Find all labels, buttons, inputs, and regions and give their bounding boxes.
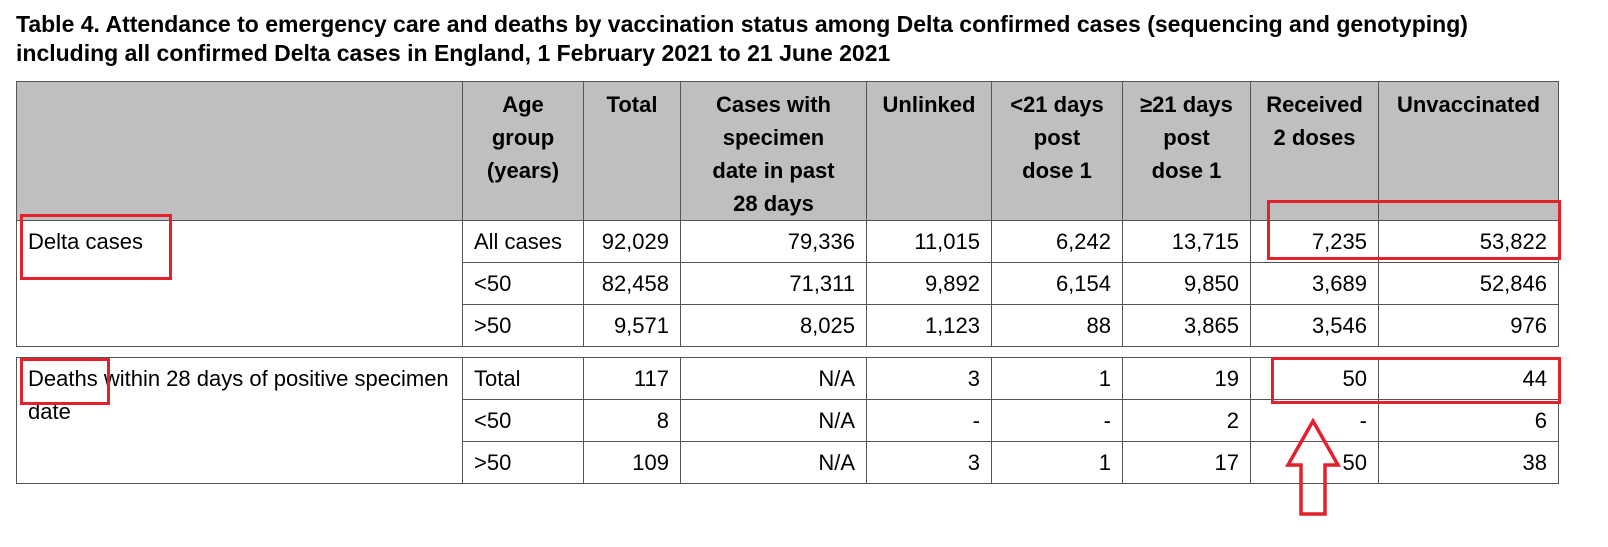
table-row: <50 82,458 71,311 9,892 6,154 9,850 3,689 52,84…	[17, 262, 1559, 305]
up-arrow-icon	[1285, 418, 1341, 516]
table-cell: 17	[1122, 441, 1251, 484]
table-cell: 82,458	[583, 262, 681, 305]
table-cell: 1	[991, 357, 1123, 400]
table-cell: 79,336	[680, 220, 867, 263]
section-label: Delta cases	[16, 220, 463, 347]
table-cell: 6,154	[991, 262, 1123, 305]
table-cell: N/A	[680, 399, 867, 442]
table-cell: 9,571	[583, 304, 681, 347]
age-group-cell: All cases	[462, 220, 584, 263]
table-cell: 1	[991, 441, 1123, 484]
table-row: <50 8 N/A - -2-6	[17, 399, 1559, 442]
table-cell: 9,892	[866, 262, 992, 305]
table-cell: -	[991, 399, 1123, 442]
header-received2: Received 2 doses	[1250, 81, 1379, 221]
table-cell: 3	[866, 441, 992, 484]
table-cell: 3,865	[1122, 304, 1251, 347]
table-cell: 976	[1378, 304, 1559, 347]
table-cell: 13,715	[1122, 220, 1251, 263]
table-cell: 2	[1122, 399, 1251, 442]
age-group-cell: >50	[462, 304, 584, 347]
header-unlinked: Unlinked	[866, 81, 992, 221]
table-cell: 71,311	[680, 262, 867, 305]
table-cell: N/A	[680, 357, 867, 400]
age-group-cell: <50	[462, 262, 584, 305]
header-total: Total	[583, 81, 681, 221]
table-cell: 7,235	[1250, 220, 1379, 263]
table-cell: 92,029	[583, 220, 681, 263]
table-cell: 6	[1378, 399, 1559, 442]
table-cell: 6,242	[991, 220, 1123, 263]
table-cell: 117	[583, 357, 681, 400]
table-cell: 52,846	[1378, 262, 1559, 305]
table-row: >50 109 N/A 3 1 17 50 38	[17, 441, 1559, 484]
table-cell: 8,025	[680, 304, 867, 347]
age-group-cell: >50	[462, 441, 584, 484]
table-cell: 1,123	[866, 304, 992, 347]
table-cell: 3	[866, 357, 992, 400]
age-group-cell: <50	[462, 399, 584, 442]
table-row: Deaths within 28 days of positive specim…	[16, 357, 1559, 484]
highlight-delta-cases	[20, 214, 172, 280]
table-cell: 3,689	[1250, 262, 1379, 305]
header-cases-past-28: Cases with specimen date in past 28 days	[680, 81, 867, 221]
section-label: Deaths within 28 days of positive specim…	[16, 357, 463, 484]
highlight-delta-vaccinated-counts	[1267, 200, 1561, 260]
table-cell: 109	[583, 441, 681, 484]
table-cell: 9,850	[1122, 262, 1251, 305]
table-cell: 8	[583, 399, 681, 442]
header-ge21: ≥21 days post dose 1	[1122, 81, 1251, 221]
table-cell: 53,822	[1378, 220, 1559, 263]
table-cell: 88	[991, 304, 1123, 347]
header-row: Age group (years) Total Cases with specimen…	[16, 81, 1559, 221]
section-spacer	[16, 346, 1559, 358]
table-cell: 50	[1250, 441, 1379, 484]
data-table: Age group (years) Total Cases with specimen…	[16, 81, 1559, 484]
table-cell: 11,015	[866, 220, 992, 263]
table-row: Delta cases All cases 92,029 79,336 11,015 6,…	[16, 220, 1559, 347]
highlight-deaths-vaccinated-counts	[1271, 357, 1561, 404]
header-blank	[16, 81, 463, 221]
table-cell: 38	[1378, 441, 1559, 484]
table-cell: 19	[1122, 357, 1251, 400]
table-row: >50 9,571 8,025 1,123 88 3,865 3,546 976	[17, 304, 1559, 347]
table-cell: -	[866, 399, 992, 442]
header-age-group: Age group (years)	[462, 81, 584, 221]
age-group-cell: Total	[462, 357, 584, 400]
header-unvaccinated: Unvaccinated	[1378, 81, 1559, 221]
table-cell: N/A	[680, 441, 867, 484]
highlight-deaths	[20, 358, 110, 405]
table-cell: 3,546	[1250, 304, 1379, 347]
table-title: Table 4. Attendance to emergency care an…	[16, 11, 1468, 66]
header-lt21: <21 days post dose 1	[991, 81, 1123, 221]
